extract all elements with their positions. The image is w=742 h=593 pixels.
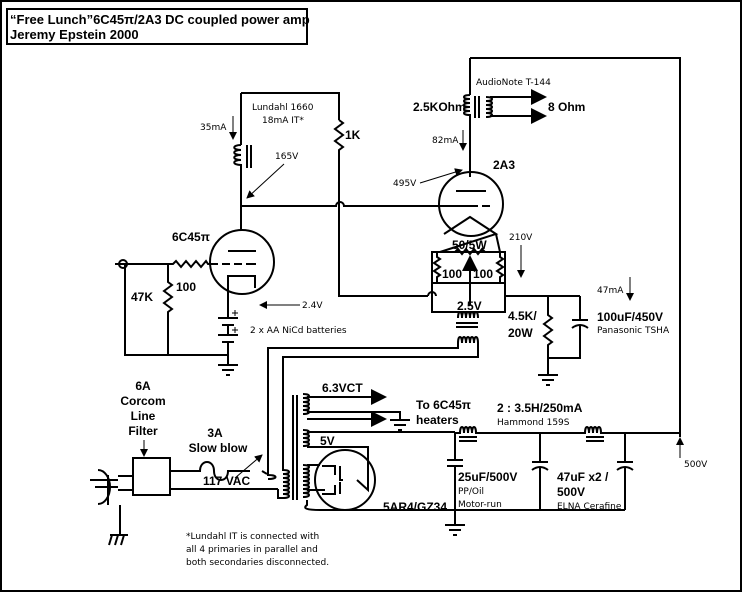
fuse [170,461,278,490]
power-supply: 6A Corcom Line Filter 3A Slow blow 117 V… [90,379,708,546]
label-117vac: 117 VAC [203,474,250,488]
label-1k: 1K [345,128,361,142]
label-35ma: 35mA [200,123,227,133]
label-6-3vct: 6.3VCT [322,381,363,395]
label-choke: 2 : 3.5H/250mA [497,401,583,415]
label-20w: 20W [508,326,533,340]
label-6a: 6A [135,379,151,393]
label-100b: 100 [473,267,493,281]
label-500v-cap: 500V [557,485,585,499]
label-2-4v: 2.4V [302,301,323,311]
heater-transformer [456,311,479,344]
title-line-2: Jeremy Epstein 2000 [10,27,139,42]
label-50-5w: 50/5W [452,238,487,252]
tube-6c45 [209,229,275,295]
label-47k: 47K [131,290,153,304]
footnote-line-1: *Lundahl IT is connected with [186,532,319,542]
label-6c45: 6C45π [172,230,210,244]
label-motor-run: Motor-run [458,500,502,510]
label-2a3: 2A3 [493,158,515,172]
line-filter [132,457,171,496]
title-box: “Free Lunch”6C45π/2A3 DC coupled power a… [6,8,310,45]
footnote-line-2: all 4 primaries in parallel and [186,545,318,555]
label-210v: 210V [509,233,533,243]
label-100uf: 100uF/450V [597,310,663,324]
label-2-5v: 2.5V [457,299,482,313]
label-hammond: Hammond 159S [497,418,570,428]
output-transformer-primary [463,94,471,118]
label-elna: ELNA Cerafine [557,502,622,512]
label-to-6c45: To 6C45π [416,398,471,412]
label-filter: Filter [128,424,158,438]
output-stage: AudioNote T-144 2.5KOhm 8 Ohm 82mA 2A3 4… [267,57,681,465]
footnote-line-3: both secondaries disconnected. [186,558,329,568]
power-transformer [277,395,298,500]
label-100a: 100 [442,267,462,281]
label-100: 100 [176,280,196,294]
label-corcom: Corcom [120,394,165,408]
label-4-5k: 4.5K/ [508,309,537,323]
label-5v: 5V [320,434,335,448]
label-slow-blow: Slow blow [189,441,248,455]
label-82ma: 82mA [432,136,459,146]
label-pp-oil: PP/Oil [458,487,484,497]
label-165v: 165V [275,152,299,162]
interstage-coil [233,144,242,168]
label-b-plus: 500V [684,460,708,470]
label-batteries: 2 x AA NiCd batteries [250,326,347,336]
mains-plug [97,469,128,546]
label-47uf: 47uF x2 / [557,470,609,484]
label-it-spec: 18mA IT* [262,116,304,126]
label-5ar4: 5AR4/GZ34 [383,500,447,514]
label-25uf: 25uF/500V [458,470,517,484]
driver-stage: 35mA Lundahl 1660 18mA IT* 165V 1K 6C45π… [115,92,470,376]
label-8ohm: 8 Ohm [548,100,585,114]
title-line-1: “Free Lunch”6C45π/2A3 DC coupled power a… [10,12,310,27]
label-panasonic: Panasonic TSHA [597,326,670,336]
label-line: Line [131,409,156,423]
rectifier-tube [314,449,376,511]
label-audionote: AudioNote T-144 [476,78,551,88]
label-47ma: 47mA [597,286,624,296]
label-3a: 3A [207,426,223,440]
tube-2a3 [438,171,504,237]
label-lundahl: Lundahl 1660 [252,103,314,113]
label-heaters: heaters [416,413,459,427]
label-495v: 495V [393,179,417,189]
resistor-1k [333,119,345,155]
label-2-5kohm: 2.5KOhm [413,100,466,114]
footnote: *Lundahl IT is connected with all 4 prim… [186,532,329,568]
input-jack[interactable] [118,259,128,269]
